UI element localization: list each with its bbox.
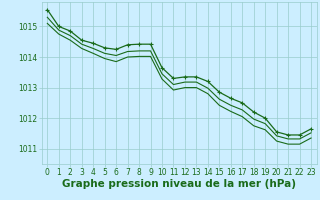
X-axis label: Graphe pression niveau de la mer (hPa): Graphe pression niveau de la mer (hPa) [62,179,296,189]
